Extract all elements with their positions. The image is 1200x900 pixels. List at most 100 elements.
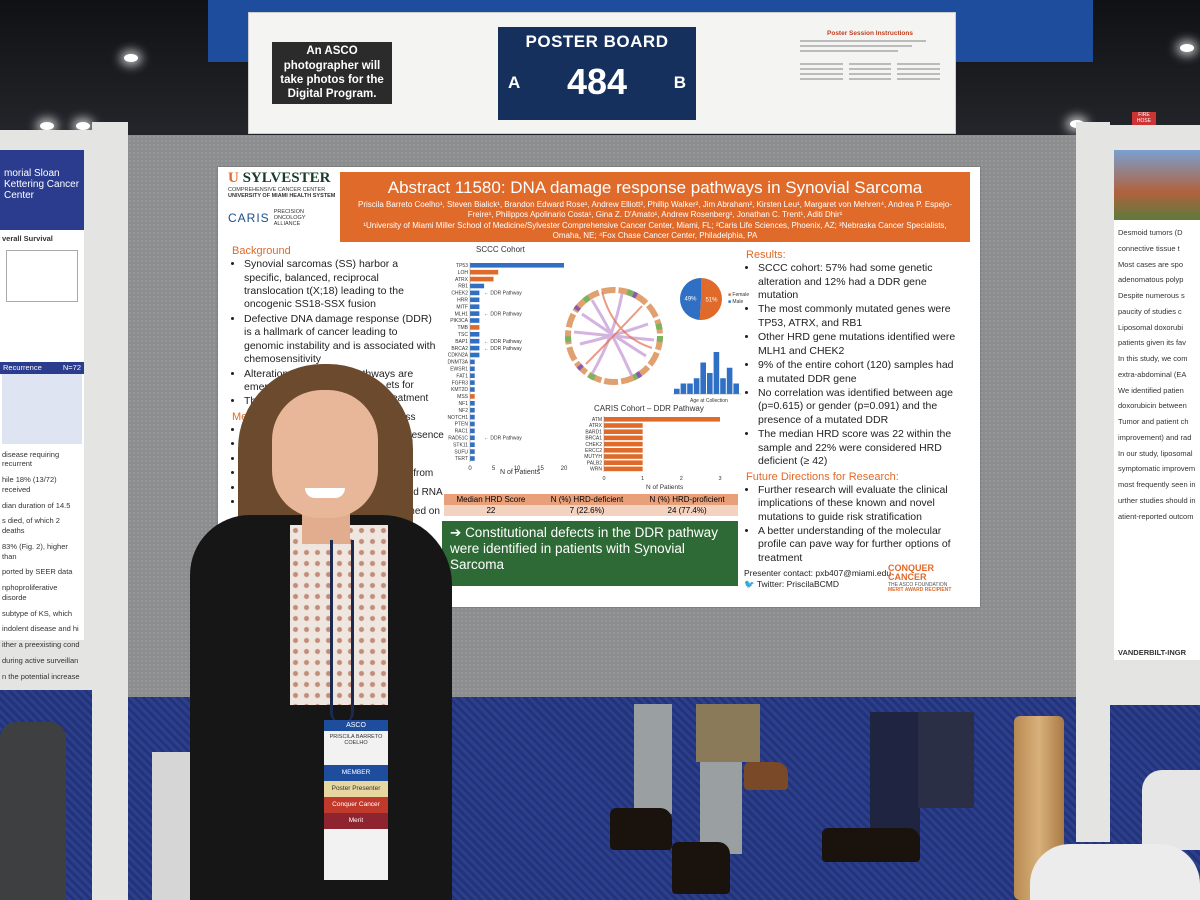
sccc-bar [470,394,475,399]
sccc-bar [470,359,475,365]
legend-female: Female [732,292,750,298]
right-poster-line: In our study, liposomal [1118,448,1193,458]
ddr-pathway-tag: ← DDR Pathway [484,436,522,442]
right-poster-line: extra-abdominal (EA [1118,369,1187,379]
left-poster-line: nphoproliferative disorde [2,583,58,602]
merit-line4: MERIT AWARD RECIPIENT [888,587,952,594]
backpack [0,722,66,900]
caris-cohort-title: CARIS Cohort – DDR Pathway [594,404,704,413]
author-list: Priscila Barreto Coelho¹, Steven Bialick… [358,200,952,220]
right-poster-line: urther studies should in [1118,495,1196,505]
caris-bar [604,454,643,459]
poster-title-bar: Abstract 11580: DNA damage response path… [340,172,970,242]
conference-badge: ASCO PRISCILA BARRETO COELHO MEMBER Post… [324,720,388,880]
table-cell: 7 (22.6%) [537,505,637,516]
future-list: Further research will evaluate the clini… [746,484,960,566]
sccc-category-label: FGFR3 [452,380,469,386]
right-poster-line: Liposomal doxorubi [1118,322,1184,332]
ddr-pathway-tag: ← DDR Pathway [484,311,522,317]
table-cell: 22 [444,505,538,516]
left-poster-title: morial Sloan Kettering Cancer Center [0,150,84,230]
presenter-blouse [290,525,388,705]
sccc-bar [470,325,480,330]
conclusion-box: ➔ Constitutional defects in the DDR path… [442,521,738,586]
ceiling-light [1180,44,1194,52]
sccc-category-label: ATRX [455,277,469,283]
side-b-label: B [673,73,686,92]
sccc-category-label: RAC1 [455,429,469,435]
sccc-bar [470,345,480,351]
pie-slice [699,278,722,320]
legend-male: Male [732,299,744,305]
right-poster-line: We identified patien [1118,385,1184,395]
sccc-category-label: TERT [455,456,468,462]
right-poster-footer: VANDERBILT-INGR [1118,648,1187,658]
board-post-right [1076,122,1110,842]
person-leg [634,704,672,814]
caris-tick-label: 0 [602,476,605,482]
caris-bar [604,460,643,465]
sccc-category-label: BRCA2 [451,346,468,352]
sccc-bar [470,442,475,447]
partial-text-line: the presence [386,430,444,442]
histogram-bar [720,378,726,394]
background-heading: Background [232,245,291,257]
twitter-handle: Twitter: PriscilaBCMD [756,579,839,590]
future-bullet: Further research will evaluate the clini… [758,484,960,524]
right-poster-line: Tumor and patient ch [1118,417,1189,426]
caris-sub: PRECISION ONCOLOGY ALLIANCE [273,209,306,227]
pie-data-label: 51% [705,297,718,303]
left-poster-line: subtype of KS, which [2,608,73,618]
badge-lanyard [330,540,354,724]
histogram-bar [707,373,713,394]
sccc-bar [470,318,480,323]
age-histogram [673,352,741,395]
poster-board-number-box: POSTER BOARD A 484 B [498,27,696,120]
hist-xlabel: Age at Collection [690,398,728,404]
poster-board-label: POSTER BOARD [525,32,669,51]
recurrence-label: Recurrence [3,362,42,372]
left-poster-line: n the potential increase [2,671,80,681]
right-poster-line: symptomatic improvem [1118,464,1196,474]
right-poster-line: Most cases are spo [1118,259,1184,269]
caris-bar [604,435,643,441]
sccc-category-label: HRR [457,298,468,304]
right-poster-line: doxorubicin between [1118,401,1187,411]
pie-slice [680,278,701,320]
sccc-bar [470,269,499,275]
caris-xlabel: N of Patients [646,484,684,491]
sccc-bar [470,373,475,378]
presenter-face [272,390,378,518]
histogram-bar [700,362,706,394]
sccc-category-label: TSC [458,332,468,338]
sccc-category-label: STK11 [453,442,468,448]
left-poster-line: disease requiring recurrent [2,449,60,469]
caris-category-label: PALB2 [587,460,602,466]
sccc-bar [470,283,485,289]
results-bullet: No correlation was identified between ag… [758,387,960,427]
hrd-score-table: Median HRD Score N (%) HRD-deficient N (… [444,494,738,518]
sccc-cohort-title: SCCC Cohort [476,245,525,254]
sccc-bar [470,366,475,372]
sccc-bar [470,428,475,434]
caris-bar [604,466,643,472]
affiliation-list: ¹University of Miami Miller School of Me… [363,220,947,241]
chair [1142,770,1200,850]
right-poster-line: In this study, we com [1118,354,1188,363]
sccc-bar [470,297,480,303]
left-poster-line: dian duration of 14.5 [2,500,71,510]
ddr-pathway-tag: ← DDR Pathway [484,346,522,352]
pie-data-label: 49% [684,297,697,303]
histogram-bar [680,383,687,394]
shoe [672,842,730,894]
twitter-icon: 🐦 [744,579,755,590]
person-leg [918,712,974,808]
partial-text-line: ets for treatment [386,380,429,404]
sccc-bar [470,311,480,316]
arrow-icon: ➔ [450,525,466,540]
instructions-title: Poster Session Instructions [827,30,913,37]
survival-curve [6,249,78,302]
sccc-category-label: MSS [457,394,469,400]
logo-main-text: SYLVESTER [242,170,331,186]
sccc-bar [470,456,475,461]
